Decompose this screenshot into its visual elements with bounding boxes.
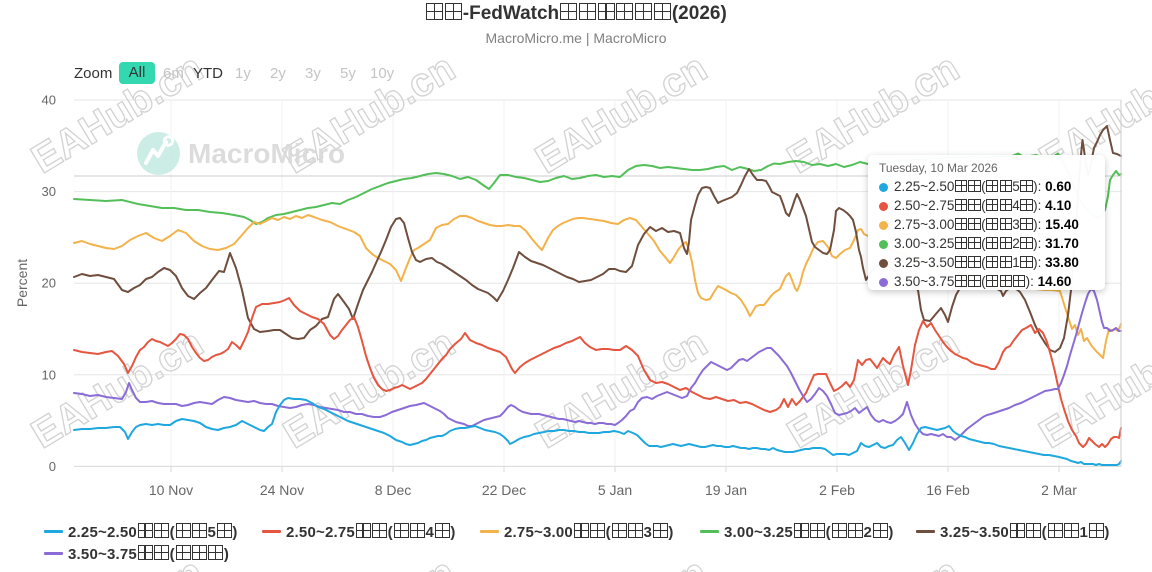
svg-text:Percent: Percent: [14, 259, 30, 307]
svg-text:24 Nov: 24 Nov: [260, 482, 304, 498]
svg-text:MacroMicro: MacroMicro: [188, 138, 345, 169]
svg-text:40: 40: [42, 93, 56, 108]
svg-text:8 Dec: 8 Dec: [375, 482, 412, 498]
svg-text:22 Dec: 22 Dec: [482, 482, 526, 498]
svg-text:20: 20: [42, 276, 56, 291]
svg-text:0: 0: [49, 459, 56, 474]
svg-text:5 Jan: 5 Jan: [598, 482, 632, 498]
svg-text:10: 10: [42, 367, 56, 382]
svg-text:2 Mar: 2 Mar: [1041, 482, 1077, 498]
svg-text:10 Nov: 10 Nov: [149, 482, 193, 498]
svg-text:2 Feb: 2 Feb: [819, 482, 855, 498]
svg-text:EAHub.cn: EAHub.cn: [24, 321, 210, 457]
svg-text:EAHub.cn: EAHub.cn: [1032, 321, 1152, 457]
svg-text:30: 30: [42, 184, 56, 199]
svg-text:16 Feb: 16 Feb: [926, 482, 970, 498]
svg-text:19 Jan: 19 Jan: [705, 482, 747, 498]
